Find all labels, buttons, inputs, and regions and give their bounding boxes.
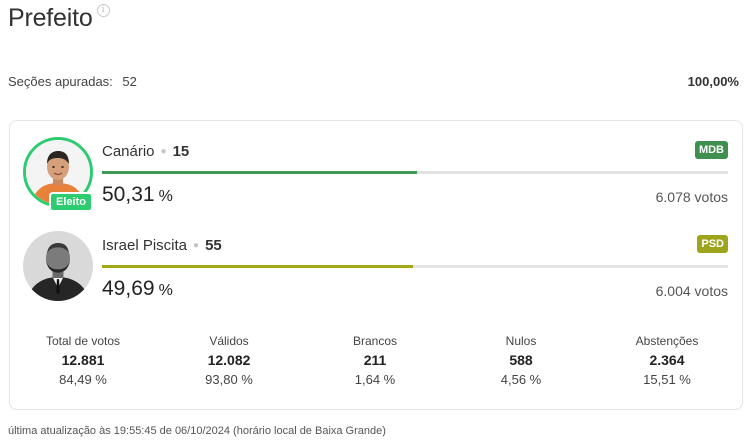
stat-null: Nulos 588 4,56 % [448, 334, 594, 387]
person-photo-icon [23, 231, 93, 301]
candidate-percent-value: 50,31 [102, 183, 155, 206]
info-icon[interactable]: i [96, 4, 110, 17]
candidate-name-row: Israel Piscita ● 55 [102, 237, 222, 254]
stat-value: 211 [363, 352, 387, 368]
stat-label: Nulos [505, 334, 537, 348]
stat-value: 588 [509, 352, 533, 368]
candidate-percent: 49,69% [102, 277, 173, 301]
candidate-name-row: Canário ● 15 [102, 143, 189, 160]
candidate-name: Canário [102, 143, 155, 160]
stat-value: 12.082 [207, 352, 251, 368]
sections-value: 52 [122, 74, 137, 89]
separator-dot: ● [193, 240, 200, 251]
stat-percent: 1,64 % [354, 372, 396, 387]
candidate-votes: 6.078 votos [655, 189, 728, 205]
sections-summary: Seções apuradas: 52 100,00% [8, 74, 739, 89]
stat-label: Total de votos [45, 334, 121, 348]
candidate-percent: 50,31% [102, 183, 173, 207]
stat-label: Válidos [209, 334, 249, 348]
stat-value: 12.881 [61, 352, 105, 368]
vote-stats: Total de votos 12.881 84,49 % Válidos 12… [10, 334, 742, 387]
candidate-row[interactable]: Israel Piscita ● 55 PSD 49,69% 6.004 vot… [10, 231, 742, 311]
stat-percent: 84,49 % [59, 372, 107, 387]
candidate-percent-value: 49,69 [102, 277, 155, 300]
percent-unit: % [158, 188, 173, 205]
last-update-note: última atualização às 19:55:45 de 06/10/… [8, 425, 386, 437]
party-badge: MDB [694, 141, 728, 159]
stat-label: Brancos [352, 334, 398, 348]
candidate-number: 15 [172, 143, 190, 160]
sections-label: Seções apuradas: [8, 74, 113, 89]
candidate-votes: 6.004 votos [655, 283, 728, 299]
candidate-number: 55 [205, 237, 222, 254]
percent-unit: % [158, 282, 173, 299]
avatar [23, 231, 93, 301]
candidate-photo: Eleito [23, 137, 93, 212]
stat-percent: 15,51 % [643, 372, 691, 387]
party-badge: PSD [697, 235, 728, 253]
stat-percent: 93,80 % [205, 372, 253, 387]
separator-dot: ● [160, 146, 167, 157]
vote-bar-fill [102, 265, 414, 268]
sections-count: Seções apuradas: 52 [8, 74, 137, 89]
candidate-name: Israel Piscita [102, 237, 188, 254]
title-row: Prefeito i [8, 4, 110, 33]
elected-badge: Eleito [49, 192, 93, 212]
candidate-photo [23, 231, 93, 301]
sections-percent: 100,00% [687, 74, 739, 89]
results-card: Eleito Canário ● 15 MDB 50,31% 6.078 vot… [9, 120, 743, 410]
vote-bar-fill [102, 171, 417, 174]
vote-bar-track [102, 265, 728, 268]
stat-percent: 4,56 % [500, 372, 542, 387]
stat-valid: Válidos 12.082 93,80 % [156, 334, 302, 387]
stat-abstention: Abstenções 2.364 15,51 % [594, 334, 740, 387]
vote-bar-track [102, 171, 728, 174]
stat-total: Total de votos 12.881 84,49 % [10, 334, 156, 387]
stat-value: 2.364 [649, 352, 685, 368]
candidate-row[interactable]: Eleito Canário ● 15 MDB 50,31% 6.078 vot… [10, 137, 742, 217]
stat-blank: Brancos 211 1,64 % [302, 334, 448, 387]
page-title: Prefeito [8, 4, 93, 32]
stat-label: Abstenções [635, 334, 699, 348]
